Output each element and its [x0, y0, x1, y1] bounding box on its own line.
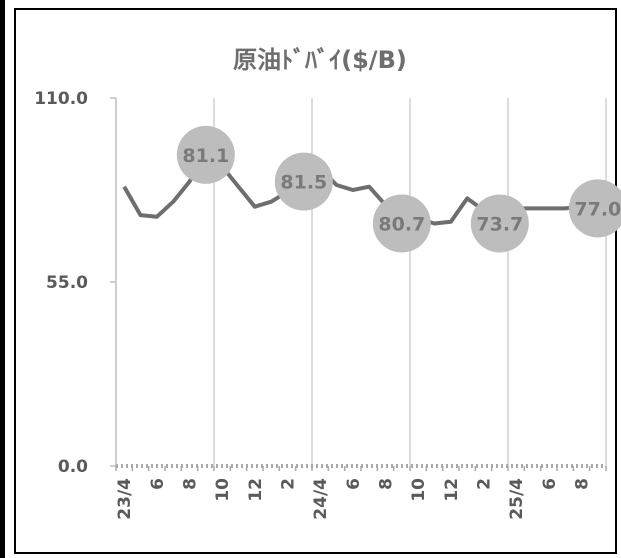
x-tick-label-8: 8	[377, 478, 397, 490]
y-tick-label-1: 55.0	[46, 273, 88, 293]
data-label-bubble-0	[176, 125, 235, 184]
data-label-2: 80.7	[378, 213, 425, 235]
x-tick-label-0: 23/4	[115, 478, 135, 520]
x-axis: 23/4 6 8 10 12 2 24/4 6 8 10 12 2 25/4 6 8	[115, 464, 607, 520]
x-tick-label-1: 6	[148, 478, 168, 490]
x-tick-label-12: 25/4	[507, 478, 527, 520]
y-tick-label-2: 0.0	[58, 457, 88, 477]
data-label-1: 81.5	[280, 172, 327, 194]
x-tick-label-13: 6	[540, 478, 560, 490]
data-label-3: 73.7	[476, 213, 523, 235]
x-tick-label-3: 10	[213, 478, 233, 502]
data-labels: 81.1 81.5 80.7 73.7 77.0	[176, 125, 621, 253]
x-tick-label-9: 10	[409, 478, 429, 502]
data-label-bubble-4	[568, 179, 621, 238]
y-tick-label-0: 110.0	[34, 89, 88, 109]
data-label-4: 77.0	[574, 198, 621, 220]
x-tick-label-10: 12	[442, 478, 462, 502]
y-axis-ticks: 110.0 55.0 0.0	[34, 89, 116, 477]
x-tick-label-4: 12	[246, 478, 266, 502]
chart-frame	[14, 8, 617, 554]
x-tick-label-14: 8	[573, 478, 593, 490]
x-tick-label-5: 2	[279, 478, 299, 490]
left-edge-rule	[0, 0, 5, 558]
x-tick-label-2: 8	[181, 478, 201, 490]
x-tick-label-6: 24/4	[311, 478, 331, 520]
data-label-bubble-3	[470, 194, 529, 253]
data-label-bubble-2	[372, 194, 431, 253]
data-label-0: 81.1	[182, 145, 229, 167]
data-label-bubble-1	[274, 152, 333, 211]
x-tick-label-7: 6	[344, 478, 364, 490]
chart-title: 原油ﾄﾞﾊﾞｲ($/B)	[233, 46, 407, 74]
x-tick-label-11: 2	[475, 478, 495, 490]
